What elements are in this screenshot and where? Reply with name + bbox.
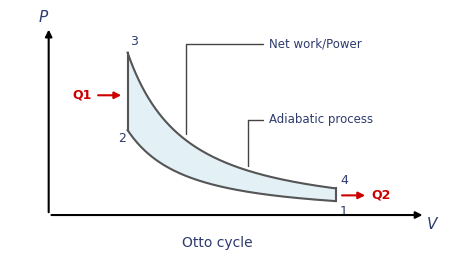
Text: 2: 2 bbox=[118, 132, 126, 145]
Text: Adiabatic process: Adiabatic process bbox=[248, 113, 373, 166]
Text: Q1: Q1 bbox=[73, 89, 92, 102]
Text: Net work/Power: Net work/Power bbox=[186, 37, 362, 134]
Text: 4: 4 bbox=[340, 173, 348, 186]
Polygon shape bbox=[128, 53, 336, 201]
Text: P: P bbox=[39, 10, 48, 25]
Text: Q2: Q2 bbox=[372, 189, 391, 202]
Text: 3: 3 bbox=[130, 35, 138, 48]
Text: V: V bbox=[427, 217, 438, 232]
Text: Otto cycle: Otto cycle bbox=[182, 236, 252, 250]
Text: 1: 1 bbox=[340, 205, 348, 218]
